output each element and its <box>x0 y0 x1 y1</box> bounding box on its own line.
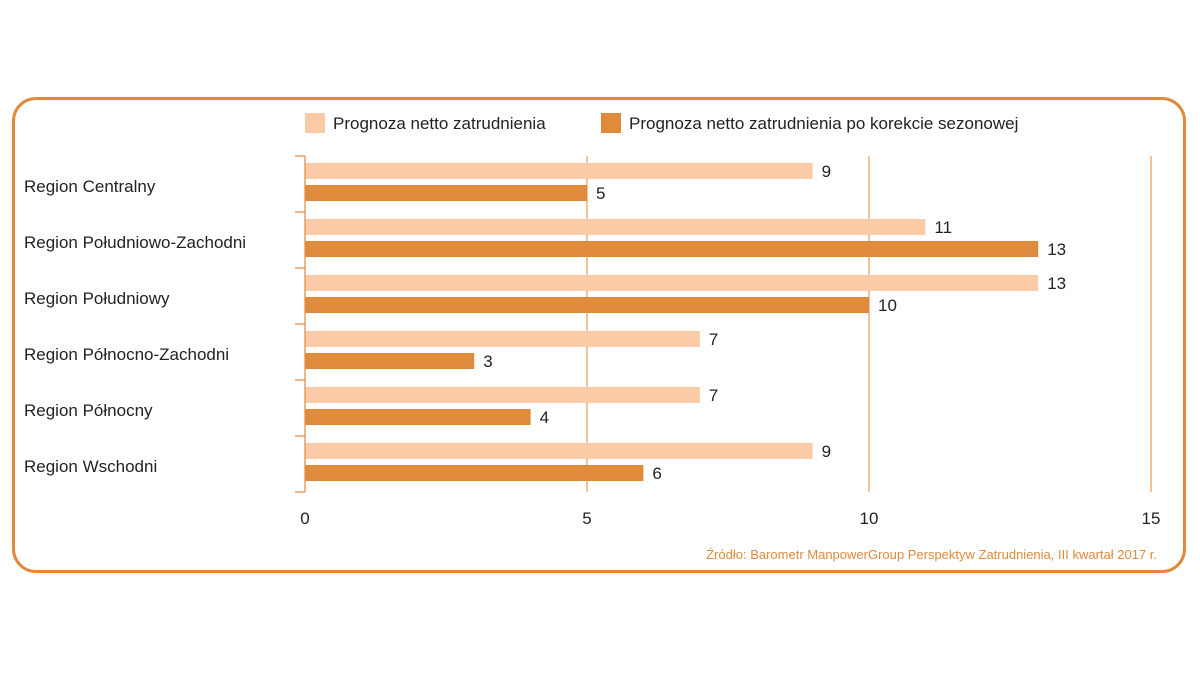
value-label: 4 <box>540 408 549 427</box>
x-tick-label: 10 <box>860 509 879 528</box>
bar-seasonal <box>305 241 1039 257</box>
bar-forecast <box>305 443 813 459</box>
category-label: Region Południowy <box>24 289 170 308</box>
axis: 0 5 10 15 <box>295 155 1161 528</box>
legend-label-forecast: Prognoza netto zatrudnienia <box>333 114 546 133</box>
value-label: 5 <box>596 184 605 203</box>
value-label: 13 <box>1047 274 1066 293</box>
value-label: 9 <box>822 442 831 461</box>
bars: Region Centralny 9 5 Region Południowo-Zach… <box>24 162 1066 483</box>
legend-swatch-forecast <box>305 113 325 133</box>
value-label: 7 <box>709 386 718 405</box>
bar-forecast <box>305 163 813 179</box>
bar-seasonal <box>305 409 531 425</box>
x-tick-label: 5 <box>582 509 591 528</box>
legend: Prognoza netto zatrudnienia Prognoza net… <box>305 113 1018 133</box>
source-note: Źródło: Barometr ManpowerGroup Perspekty… <box>706 547 1157 562</box>
value-label: 3 <box>483 352 492 371</box>
bar-forecast <box>305 219 926 235</box>
value-label: 7 <box>709 330 718 349</box>
chart-frame <box>12 97 1186 573</box>
value-label: 9 <box>822 162 831 181</box>
legend-label-seasonal: Prognoza netto zatrudnienia po korekcie … <box>629 114 1018 133</box>
category-label: Region Wschodni <box>24 457 157 476</box>
bar-forecast <box>305 331 700 347</box>
category-label: Region Centralny <box>24 177 156 196</box>
grid <box>586 156 1152 492</box>
category-label: Region Północny <box>24 401 153 420</box>
bar-forecast <box>305 387 700 403</box>
value-label: 13 <box>1047 240 1066 259</box>
value-label: 11 <box>934 218 952 237</box>
value-label: 6 <box>652 464 661 483</box>
value-label: 10 <box>878 296 897 315</box>
bar-forecast <box>305 275 1039 291</box>
bar-seasonal <box>305 297 869 313</box>
bar-seasonal <box>305 185 587 201</box>
x-tick-label: 0 <box>300 509 309 528</box>
category-label: Region Północno-Zachodni <box>24 345 229 364</box>
category-label: Region Południowo-Zachodni <box>24 233 246 252</box>
bar-seasonal <box>305 353 475 369</box>
legend-swatch-seasonal <box>601 113 621 133</box>
x-tick-label: 15 <box>1142 509 1161 528</box>
bar-seasonal <box>305 465 644 481</box>
